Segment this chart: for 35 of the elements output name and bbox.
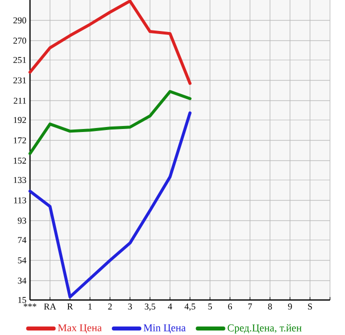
x-tick-label: 7 bbox=[248, 304, 252, 310]
x-tick-label: 9 bbox=[288, 304, 292, 310]
x-tick-label: 8 bbox=[268, 304, 272, 310]
x-tick-label: 2 bbox=[108, 304, 112, 310]
x-tick-label: 4,5 bbox=[184, 304, 196, 311]
x-tick-label: 5 bbox=[208, 304, 212, 310]
line-series bbox=[28, 0, 192, 85]
y-tick-label: 192 bbox=[14, 116, 26, 124]
x-tick-label: 3 bbox=[128, 304, 132, 310]
x-tick-label: S bbox=[308, 304, 312, 310]
line-series bbox=[28, 90, 192, 156]
legend-label: Max Цена bbox=[58, 324, 102, 334]
y-tick-label: 231 bbox=[13, 77, 26, 84]
x-tick-label: 3,5 bbox=[144, 304, 156, 311]
y-tick-label: 172 bbox=[14, 137, 26, 144]
y-tick-label: 211 bbox=[14, 98, 26, 104]
y-tick-label: 290 bbox=[13, 17, 26, 24]
y-tick-label: 152 bbox=[14, 158, 26, 164]
y-tick-label: 133 bbox=[14, 176, 26, 184]
x-tick-label: 4 bbox=[168, 304, 172, 310]
x-tick-label: 6 bbox=[228, 304, 232, 310]
y-tick-label: 34 bbox=[18, 278, 26, 284]
y-tick-label: 251 bbox=[13, 56, 26, 64]
legend-label: Min Цена bbox=[144, 324, 186, 334]
y-tick-label: 93 bbox=[18, 218, 26, 224]
x-tick-label: R bbox=[67, 304, 73, 310]
y-tick-label: 113 bbox=[14, 197, 26, 204]
x-tick-label: RA bbox=[44, 304, 56, 310]
legend-label: Сред.Цена, т.йен bbox=[228, 324, 302, 334]
x-tick-label: *** bbox=[24, 304, 36, 307]
y-tick-label: 270 bbox=[13, 38, 26, 44]
x-tick-label: 1 bbox=[88, 304, 92, 310]
y-tick-label: 74 bbox=[18, 237, 26, 243]
y-tick-label: 54 bbox=[18, 257, 26, 264]
y-tick-label: 15 bbox=[18, 296, 26, 304]
